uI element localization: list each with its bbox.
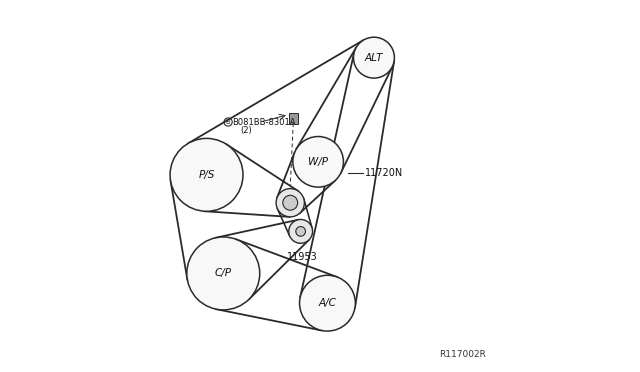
Circle shape [283,195,298,210]
Text: ALT: ALT [365,53,383,62]
Circle shape [296,227,305,236]
Text: C/P: C/P [215,269,232,278]
Circle shape [276,189,305,217]
Circle shape [289,219,312,243]
Circle shape [293,137,344,187]
Circle shape [187,237,260,310]
FancyBboxPatch shape [289,113,298,124]
Text: 11953: 11953 [287,252,317,262]
Text: B081BB-8301A: B081BB-8301A [232,118,296,126]
Text: (2): (2) [240,126,252,135]
Text: A/C: A/C [319,298,337,308]
Text: W/P: W/P [308,157,328,167]
Text: B: B [226,119,230,125]
Text: 11720N: 11720N [365,168,403,178]
Circle shape [300,275,355,331]
Circle shape [353,37,394,78]
Circle shape [170,138,243,211]
Text: R117002R: R117002R [438,350,486,359]
Text: P/S: P/S [198,170,215,180]
